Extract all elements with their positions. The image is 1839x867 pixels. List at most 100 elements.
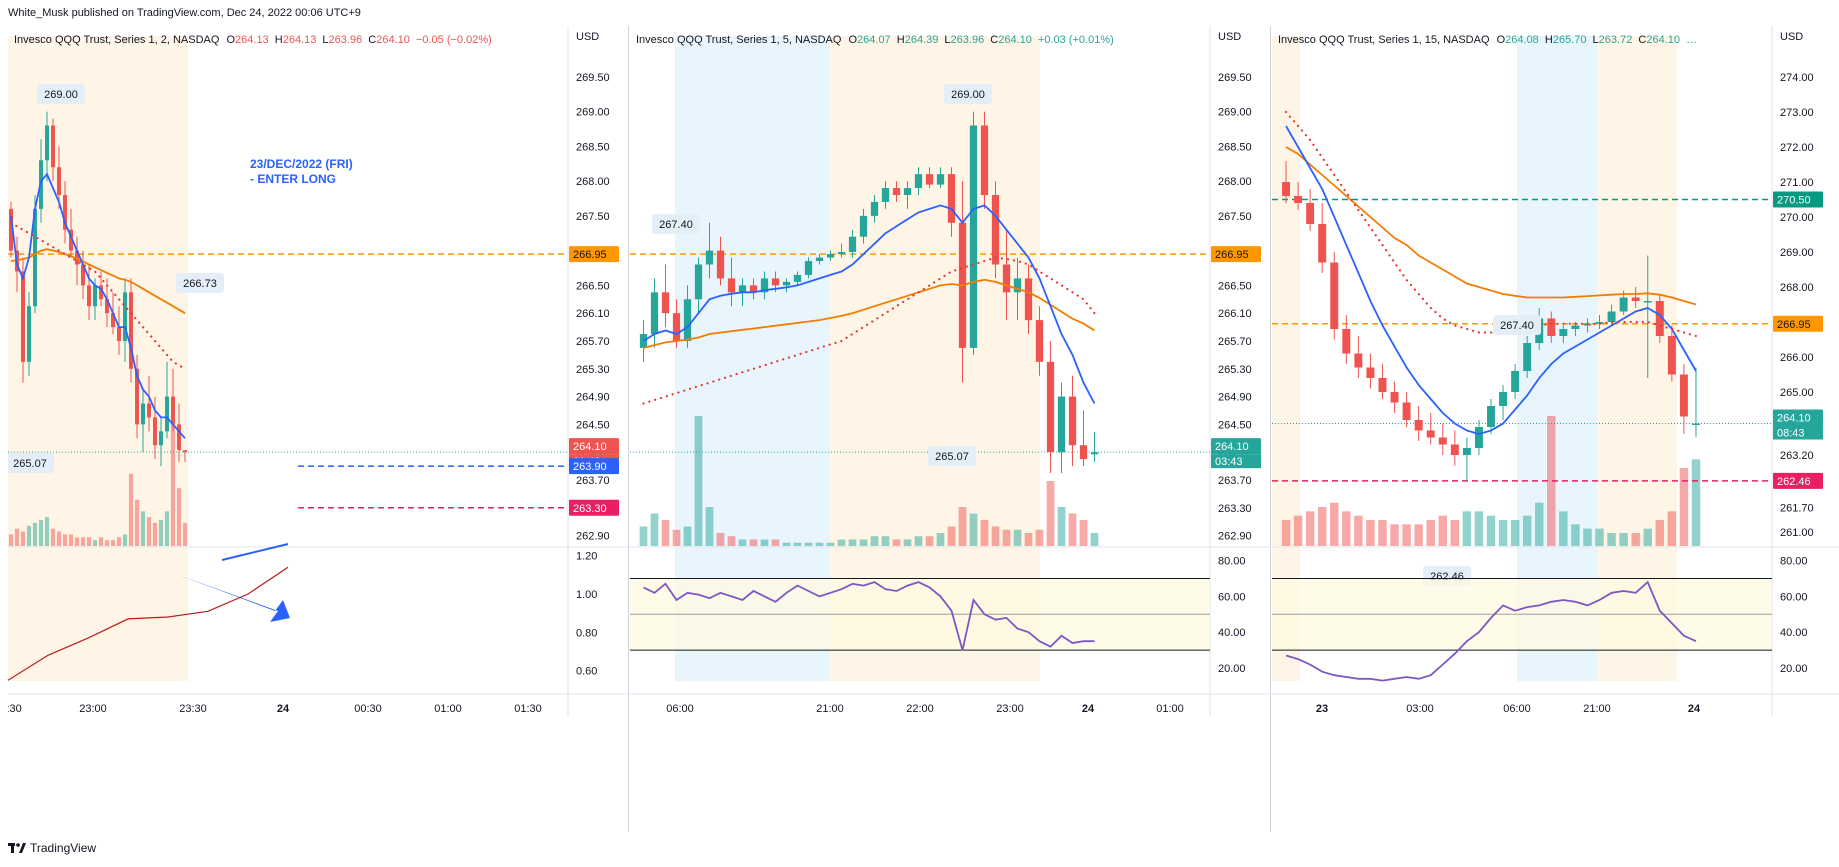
candle-body [1035, 320, 1044, 362]
candle-body [991, 195, 1000, 265]
volume-bar [1354, 515, 1363, 546]
candle-body [81, 264, 85, 286]
candle-body [99, 285, 103, 300]
chart-panel-15min[interactable]: Invesco QQQ Trust, Series 1, 15, NASDAQ … [1272, 26, 1839, 832]
candle-body [1282, 182, 1291, 196]
candle-body [1607, 311, 1616, 322]
price-axis-label-bg [569, 458, 619, 475]
panel-divider[interactable] [1270, 26, 1271, 832]
y-tick-label: 261.70 [1780, 503, 1814, 515]
x-tick-label: 21:00 [1583, 703, 1611, 715]
y-tick-label: 269.00 [1780, 247, 1814, 259]
close-value: 264.10 [998, 34, 1032, 46]
volume-bar [683, 526, 692, 546]
high-annotation-bg [944, 84, 992, 104]
volume-bar [26, 525, 32, 546]
brand-name[interactable]: TradingView [30, 841, 97, 855]
symbol-title[interactable]: Invesco QQQ Trust, Series 1, 2, NASDAQ [14, 34, 220, 46]
candle-body [672, 313, 681, 341]
y-tick-label: 273.00 [1780, 107, 1814, 119]
y-tick-label: 262.90 [1218, 531, 1252, 543]
candle-body [1523, 343, 1532, 371]
y-tick-label: 265.70 [1218, 336, 1252, 348]
y-tick-label: 269.00 [1218, 107, 1252, 119]
y-tick-label: 264.90 [576, 392, 610, 404]
mid-annotation-bg [176, 273, 224, 293]
indicator-tick-label: 0.60 [576, 666, 597, 678]
price-axis-label-bg [1773, 472, 1823, 489]
countdown-bg [1773, 425, 1823, 440]
volume-bar [870, 536, 879, 546]
volume-bar [914, 536, 923, 546]
arrow-annotation [176, 574, 290, 622]
candle-body [782, 281, 791, 286]
x-tick-label: 01:30 [514, 703, 542, 715]
volume-bar [1079, 520, 1088, 546]
candle-body [848, 236, 857, 252]
tradingview-logo-icon[interactable] [8, 842, 26, 854]
volume-bar [74, 537, 80, 546]
candle-body [87, 285, 91, 307]
candle-body [936, 174, 945, 185]
countdown-label: 03:43 [1215, 456, 1243, 468]
currency-label: USD [1780, 31, 1803, 43]
price-axis-label: 263.90 [573, 461, 607, 473]
open-value: 264.13 [235, 34, 269, 46]
candle-body [1318, 224, 1327, 263]
volume-bar [1691, 459, 1701, 546]
candle-body [969, 125, 978, 348]
y-tick-label: 269.50 [576, 72, 610, 84]
y-tick-label: 268.00 [1780, 282, 1814, 294]
indicator-tick-label: 1.20 [576, 551, 597, 563]
x-tick-label: 01:00 [1156, 703, 1184, 715]
candle-body [69, 229, 73, 251]
price-chart-svg[interactable]: USD 274.00 273.00 272.00 271.00 270.00 269.00 2… [1272, 26, 1839, 832]
countdown-bg [1211, 454, 1261, 469]
volume-bar [705, 507, 714, 546]
candle-body [826, 254, 835, 258]
chart-panel-2min[interactable]: Invesco QQQ Trust, Series 1, 2, NASDAQ O… [8, 26, 628, 832]
candle-body [1366, 367, 1375, 378]
candle-body [1631, 297, 1640, 301]
y-tick-label: 269.50 [1218, 72, 1252, 84]
symbol-title[interactable]: Invesco QQQ Trust, Series 1, 15, NASDAQ [1278, 34, 1490, 46]
volume-bar [672, 529, 681, 546]
high-value: 264.13 [282, 34, 317, 46]
price-chart-svg[interactable]: USD269.50269.00268.50268.00267.50267.002… [630, 26, 1270, 832]
price-chart-svg[interactable]: USD269.50269.00268.50268.00267.50267.002… [8, 26, 628, 832]
candle-body [1046, 361, 1055, 453]
candle-body [1068, 396, 1077, 446]
y-tick-label: 263.20 [1780, 450, 1814, 462]
volume-bar [661, 520, 670, 546]
price-axis-label: 266.95 [573, 249, 607, 261]
volume-bar [1607, 533, 1616, 546]
candle-body [183, 450, 187, 453]
volume-bar [20, 531, 26, 546]
chart-panel-5min[interactable]: Invesco QQQ Trust, Series 1, 5, NASDAQ O… [630, 26, 1270, 832]
volume-bar [881, 536, 890, 546]
y-tick-label: 270.00 [1780, 212, 1814, 224]
x-tick-label: 00:30 [354, 703, 382, 715]
candle-body [683, 299, 692, 341]
high-value: 264.39 [904, 34, 939, 46]
candle-body [793, 274, 802, 282]
candle-body [135, 368, 139, 425]
price-axis-label: 266.95 [1215, 249, 1249, 261]
panel-divider[interactable] [628, 26, 629, 832]
volume-bar [1486, 515, 1496, 546]
x-tick-label: 03:00 [1406, 703, 1434, 715]
candle-body [771, 278, 780, 286]
symbol-title[interactable]: Invesco QQQ Trust, Series 1, 5, NASDAQ [636, 34, 842, 46]
candle-body [650, 292, 659, 335]
candle-body [117, 327, 121, 341]
y-tick-label: 266.10 [576, 308, 610, 320]
note-line-1: 23/DEC/2022 (FRI) [250, 157, 353, 171]
change-value: +0.03 (+0.01%) [1037, 34, 1114, 46]
y-tick-label: 272.00 [1780, 142, 1814, 154]
candle-body [1306, 203, 1315, 224]
volume-bar [1414, 524, 1423, 546]
price-axis-label: 264.10 [1215, 441, 1249, 453]
candle-body [903, 188, 912, 196]
rsi-line [643, 581, 1095, 651]
volume-bar [1583, 528, 1592, 546]
